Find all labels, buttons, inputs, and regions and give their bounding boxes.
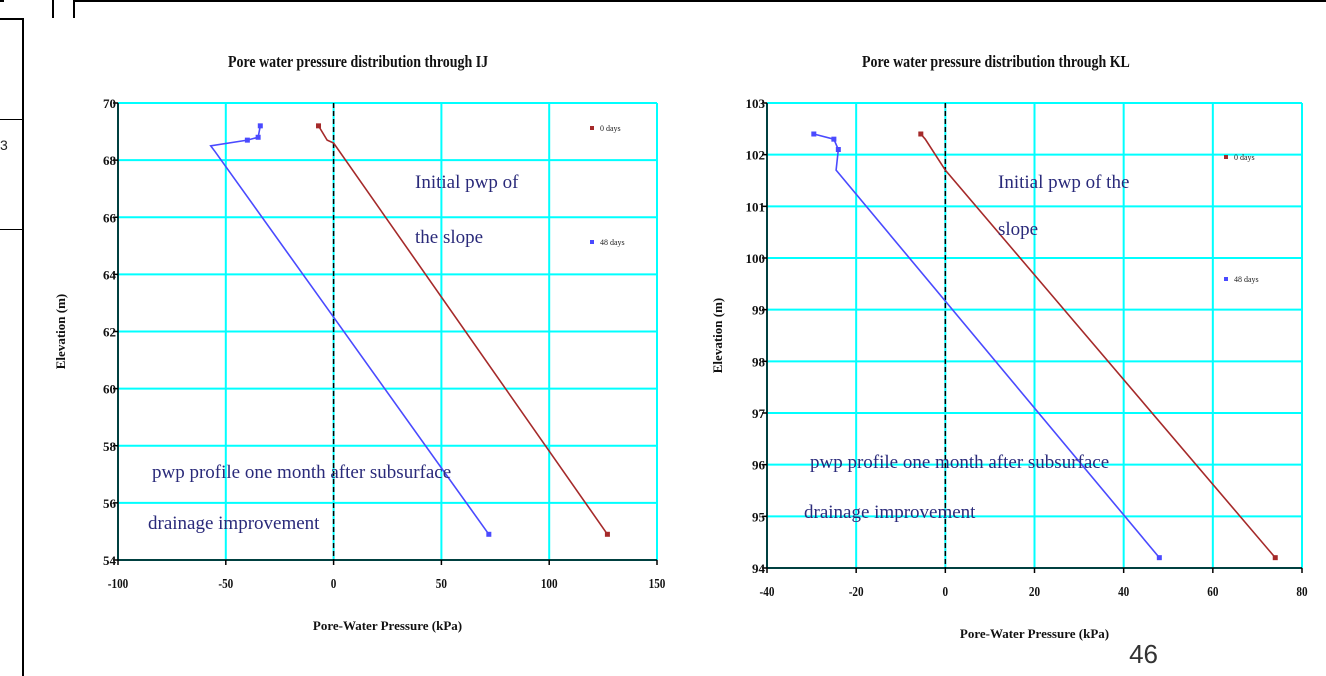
legend-marker bbox=[1224, 155, 1228, 159]
y-axis-title: Elevation (m) bbox=[710, 298, 725, 373]
legend-label: 0 days bbox=[1234, 153, 1255, 162]
y-tick-label: 103 bbox=[746, 96, 766, 111]
plot-area-ij: -100 -50 0 50 100 150 54 56 58 60 62 64 66 68 70 Pore-W… bbox=[53, 96, 665, 633]
y-tick-label: 99 bbox=[752, 303, 766, 318]
data-point bbox=[257, 123, 263, 129]
frame-diagonal-stub bbox=[1280, 0, 1326, 2]
y-axis-title: Elevation (m) bbox=[53, 294, 68, 369]
series-line-0-days bbox=[317, 125, 609, 535]
x-tick-label: -100 bbox=[108, 576, 128, 591]
x-tick-label: 40 bbox=[1118, 584, 1129, 599]
y-tick-label: 96 bbox=[752, 458, 766, 473]
y-tick-label: 66 bbox=[103, 210, 117, 225]
page-number: 46 bbox=[1129, 639, 1158, 669]
frame-top-border-left bbox=[0, 0, 4, 2]
y-tick-label: 101 bbox=[746, 199, 766, 214]
y-tick-label: 100 bbox=[746, 251, 766, 266]
x-tick-label: 80 bbox=[1296, 584, 1307, 599]
data-point bbox=[486, 531, 492, 537]
y-tick-label: 64 bbox=[103, 267, 117, 282]
x-tick-label: 20 bbox=[1029, 584, 1040, 599]
frame-vertical-divider bbox=[22, 18, 24, 676]
legend-label: 0 days bbox=[600, 124, 621, 133]
annotation-text: pwp profile one month after subsurface bbox=[152, 462, 451, 483]
y-tick-label: 68 bbox=[103, 153, 117, 168]
legend-marker bbox=[1224, 277, 1228, 281]
x-tick-label: 0 bbox=[943, 584, 949, 599]
legend-marker bbox=[590, 126, 594, 130]
x-tick-label: -20 bbox=[849, 584, 864, 599]
y-tick-label: 94 bbox=[752, 561, 766, 576]
y-tick-label: 70 bbox=[103, 96, 116, 111]
x-tick-label: 0 bbox=[331, 576, 337, 591]
x-tick-label: 50 bbox=[436, 576, 447, 591]
y-tick-label: 98 bbox=[752, 354, 766, 369]
data-point bbox=[811, 131, 817, 137]
chart-title-kl: Pore water pressure distribution through… bbox=[862, 52, 1130, 71]
frame-vertical-divider-upper bbox=[52, 0, 54, 18]
x-tick-label: 60 bbox=[1207, 584, 1218, 599]
annotation-text: pwp profile one month after subsurface bbox=[810, 452, 1109, 473]
annotation-text: the slope bbox=[415, 227, 483, 248]
data-point bbox=[918, 131, 924, 137]
legend-label: 48 days bbox=[600, 238, 625, 247]
chart-title-ij: Pore water pressure distribution through… bbox=[228, 52, 489, 71]
annotation-text: Initial pwp of bbox=[415, 172, 519, 193]
y-tick-label: 97 bbox=[752, 406, 766, 421]
plot-area-kl: -40 -20 0 20 40 60 80 94 95 96 97 98 99 100 101 102 103 P… bbox=[710, 96, 1308, 641]
x-tick-label: -50 bbox=[218, 576, 233, 591]
legend-marker bbox=[590, 240, 594, 244]
y-tick-label: 95 bbox=[752, 509, 766, 524]
data-point bbox=[255, 134, 261, 140]
frame-side-rule-bottom bbox=[0, 229, 22, 230]
annotation-text: Initial pwp of the bbox=[998, 172, 1129, 193]
annotation-text: drainage improvement bbox=[804, 502, 976, 523]
data-point bbox=[604, 531, 610, 537]
x-tick-label: -40 bbox=[760, 584, 775, 599]
x-tick-label: 100 bbox=[541, 576, 558, 591]
annotation-text: drainage improvement bbox=[148, 513, 320, 534]
data-point bbox=[244, 137, 250, 143]
x-axis-title: Pore-Water Pressure (kPa) bbox=[960, 626, 1109, 641]
data-point bbox=[831, 136, 837, 142]
edge-digit: 3 bbox=[0, 137, 8, 153]
data-point bbox=[1272, 555, 1278, 561]
y-tick-label: 58 bbox=[103, 439, 117, 454]
y-tick-label: 56 bbox=[103, 496, 117, 511]
series-line-0-days bbox=[920, 133, 1276, 559]
frame-left-border bbox=[0, 18, 24, 20]
frame-top-border bbox=[74, 0, 1326, 2]
annotation-text: slope bbox=[998, 219, 1038, 240]
data-point bbox=[1156, 555, 1162, 561]
y-tick-label: 60 bbox=[103, 382, 116, 397]
x-tick-label: 150 bbox=[649, 576, 666, 591]
data-point bbox=[316, 123, 322, 129]
y-tick-label: 54 bbox=[103, 553, 117, 568]
y-tick-label: 102 bbox=[746, 148, 766, 163]
frame-side-rule-top bbox=[0, 119, 22, 120]
data-point bbox=[835, 147, 841, 152]
frame-vertical-divider-upper2 bbox=[73, 0, 75, 18]
x-axis-title: Pore-Water Pressure (kPa) bbox=[313, 618, 462, 633]
y-tick-label: 62 bbox=[103, 325, 116, 340]
legend-label: 48 days bbox=[1234, 275, 1259, 284]
